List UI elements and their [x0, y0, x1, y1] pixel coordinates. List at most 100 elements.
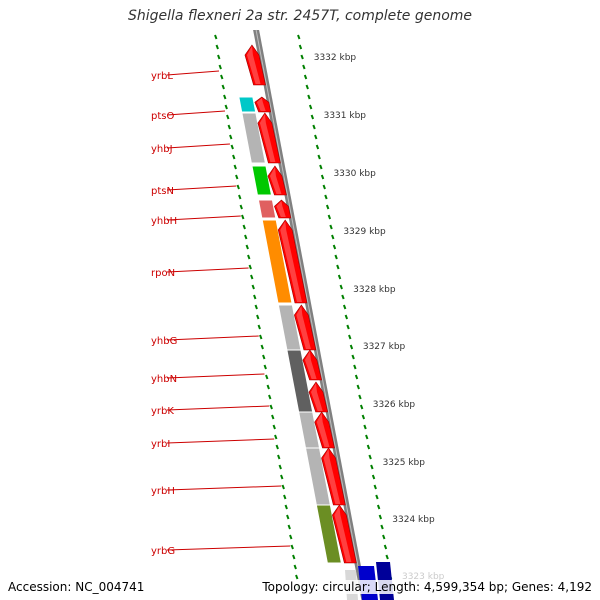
tick-mark-left	[281, 484, 285, 490]
gene-label-yhbG: yhbG	[151, 336, 177, 347]
tick-mark-left	[254, 304, 258, 310]
cog-box-yrbH	[315, 504, 342, 564]
tick-mark-right	[385, 554, 389, 560]
tick-mark-left	[283, 494, 287, 500]
tick-mark-right	[383, 544, 388, 550]
tick-mark-right	[356, 384, 360, 390]
tick-mark-left	[284, 504, 288, 510]
tick-mark-right	[317, 154, 321, 160]
tick-mark-left	[271, 414, 275, 420]
gene-arrow-shine	[280, 221, 302, 302]
tick-mark-right	[370, 464, 374, 470]
tick-mark-right	[308, 104, 313, 110]
gene-arrow-shine	[323, 449, 341, 504]
tick-mark-right	[337, 274, 342, 280]
tick-mark-left	[244, 234, 248, 240]
scale-tick-label: 3323 kbp	[402, 572, 445, 582]
gene-leader-yrbG	[166, 545, 291, 551]
tick-mark-right	[329, 224, 333, 230]
tick-mark-left	[224, 104, 228, 110]
gene-arrow-yhbJ	[257, 112, 281, 164]
tick-mark-left	[263, 364, 267, 370]
gene-arrow-shine	[304, 351, 317, 379]
tick-mark-left	[214, 34, 218, 40]
gene-label-yrbK: yrbK	[151, 406, 174, 417]
gene-leader-rpoN	[166, 267, 249, 273]
tick-mark-right	[314, 134, 318, 140]
gene-leader-yhbN	[166, 373, 265, 379]
tick-mark-right	[359, 404, 364, 410]
tick-mark-left	[221, 84, 225, 90]
gene-leader-yhbG	[166, 335, 259, 341]
backbone-highlight	[255, 29, 365, 600]
cog-box-ptsN	[251, 165, 273, 196]
tick-mark-right	[351, 354, 355, 360]
tick-mark-right	[334, 254, 338, 260]
gene-arrow-ptsO	[254, 96, 272, 113]
tick-mark-left	[247, 254, 251, 260]
tick-mark-right	[375, 494, 379, 500]
scale-tick-label: 3331 kbp	[324, 111, 367, 121]
gene-arrow-shine	[334, 506, 352, 562]
tick-mark-right	[344, 314, 349, 320]
tick-mark-left	[275, 444, 279, 450]
gene-label-ptsN: ptsN	[151, 186, 174, 197]
tick-mark-left	[220, 74, 224, 80]
tick-mark-right	[354, 374, 359, 380]
tick-mark-left	[236, 184, 240, 190]
cog-color-track	[238, 96, 342, 564]
accession-text: Accession: NC_004741	[8, 580, 145, 594]
tick-mark-left	[287, 524, 291, 530]
tick-mark-right	[371, 474, 376, 480]
gene-label-layer: yrbL ptsO yhbJ ptsN yhbH rpoN yhbG yhbN yrbK yrbI…	[151, 70, 291, 557]
tick-mark-left	[242, 224, 246, 230]
tick-mark-left	[215, 44, 219, 50]
gene-label-yrbL: yrbL	[151, 71, 173, 82]
tick-mark-right	[366, 444, 371, 450]
scale-tick-label: 3332 kbp	[314, 53, 357, 63]
tick-mark-left	[293, 564, 297, 570]
tick-mark-right	[327, 214, 332, 220]
tick-mark-right	[363, 424, 367, 430]
tick-mark-left	[226, 114, 230, 120]
gene-arrow-yrbL	[244, 44, 266, 86]
gene-label-rpoN: rpoN	[151, 268, 175, 279]
gene-arrow-shine	[259, 114, 276, 162]
tick-mark-right	[358, 394, 362, 400]
tick-mark-left	[274, 434, 278, 440]
tick-mark-right	[310, 114, 315, 120]
tick-mark-right	[380, 524, 384, 530]
tick-mark-left	[218, 64, 222, 70]
scale-tick-label: 3328 kbp	[353, 285, 396, 295]
gene-leader-yrbH	[166, 485, 282, 491]
tick-mark-left	[223, 94, 227, 100]
tick-mark-right	[378, 514, 383, 520]
gene-leader-yhbJ	[166, 143, 230, 149]
gene-arrow-ptsN	[267, 165, 287, 196]
tick-mark-left	[265, 374, 269, 380]
gene-label-yhbH: yhbH	[151, 216, 177, 227]
tick-mark-left	[272, 424, 276, 430]
tick-mark-left	[229, 134, 233, 140]
tick-mark-left	[227, 124, 231, 130]
tick-mark-left	[280, 474, 284, 480]
tick-mark-left	[289, 534, 293, 540]
scale-tick-label: 3330 kbp	[333, 169, 376, 179]
tick-mark-right	[320, 174, 325, 180]
tick-mark-left	[292, 554, 296, 560]
tick-mark-left	[250, 274, 254, 280]
tick-mark-right	[319, 164, 323, 170]
tick-mark-right	[300, 54, 304, 60]
map-title: Shigella flexneri 2a str. 2457T, complet…	[127, 8, 473, 24]
tick-mark-right	[339, 284, 343, 290]
gene-arrow-shine	[316, 413, 330, 447]
cog-box-yhbH	[257, 199, 277, 219]
scale-tick-label: 3329 kbp	[343, 227, 386, 237]
tick-mark-right	[324, 194, 328, 200]
tick-mark-right	[341, 294, 345, 300]
gene-label-yrbG: yrbG	[151, 546, 175, 557]
gene-arrow-shine	[296, 306, 311, 349]
tick-mark-right	[348, 334, 352, 340]
